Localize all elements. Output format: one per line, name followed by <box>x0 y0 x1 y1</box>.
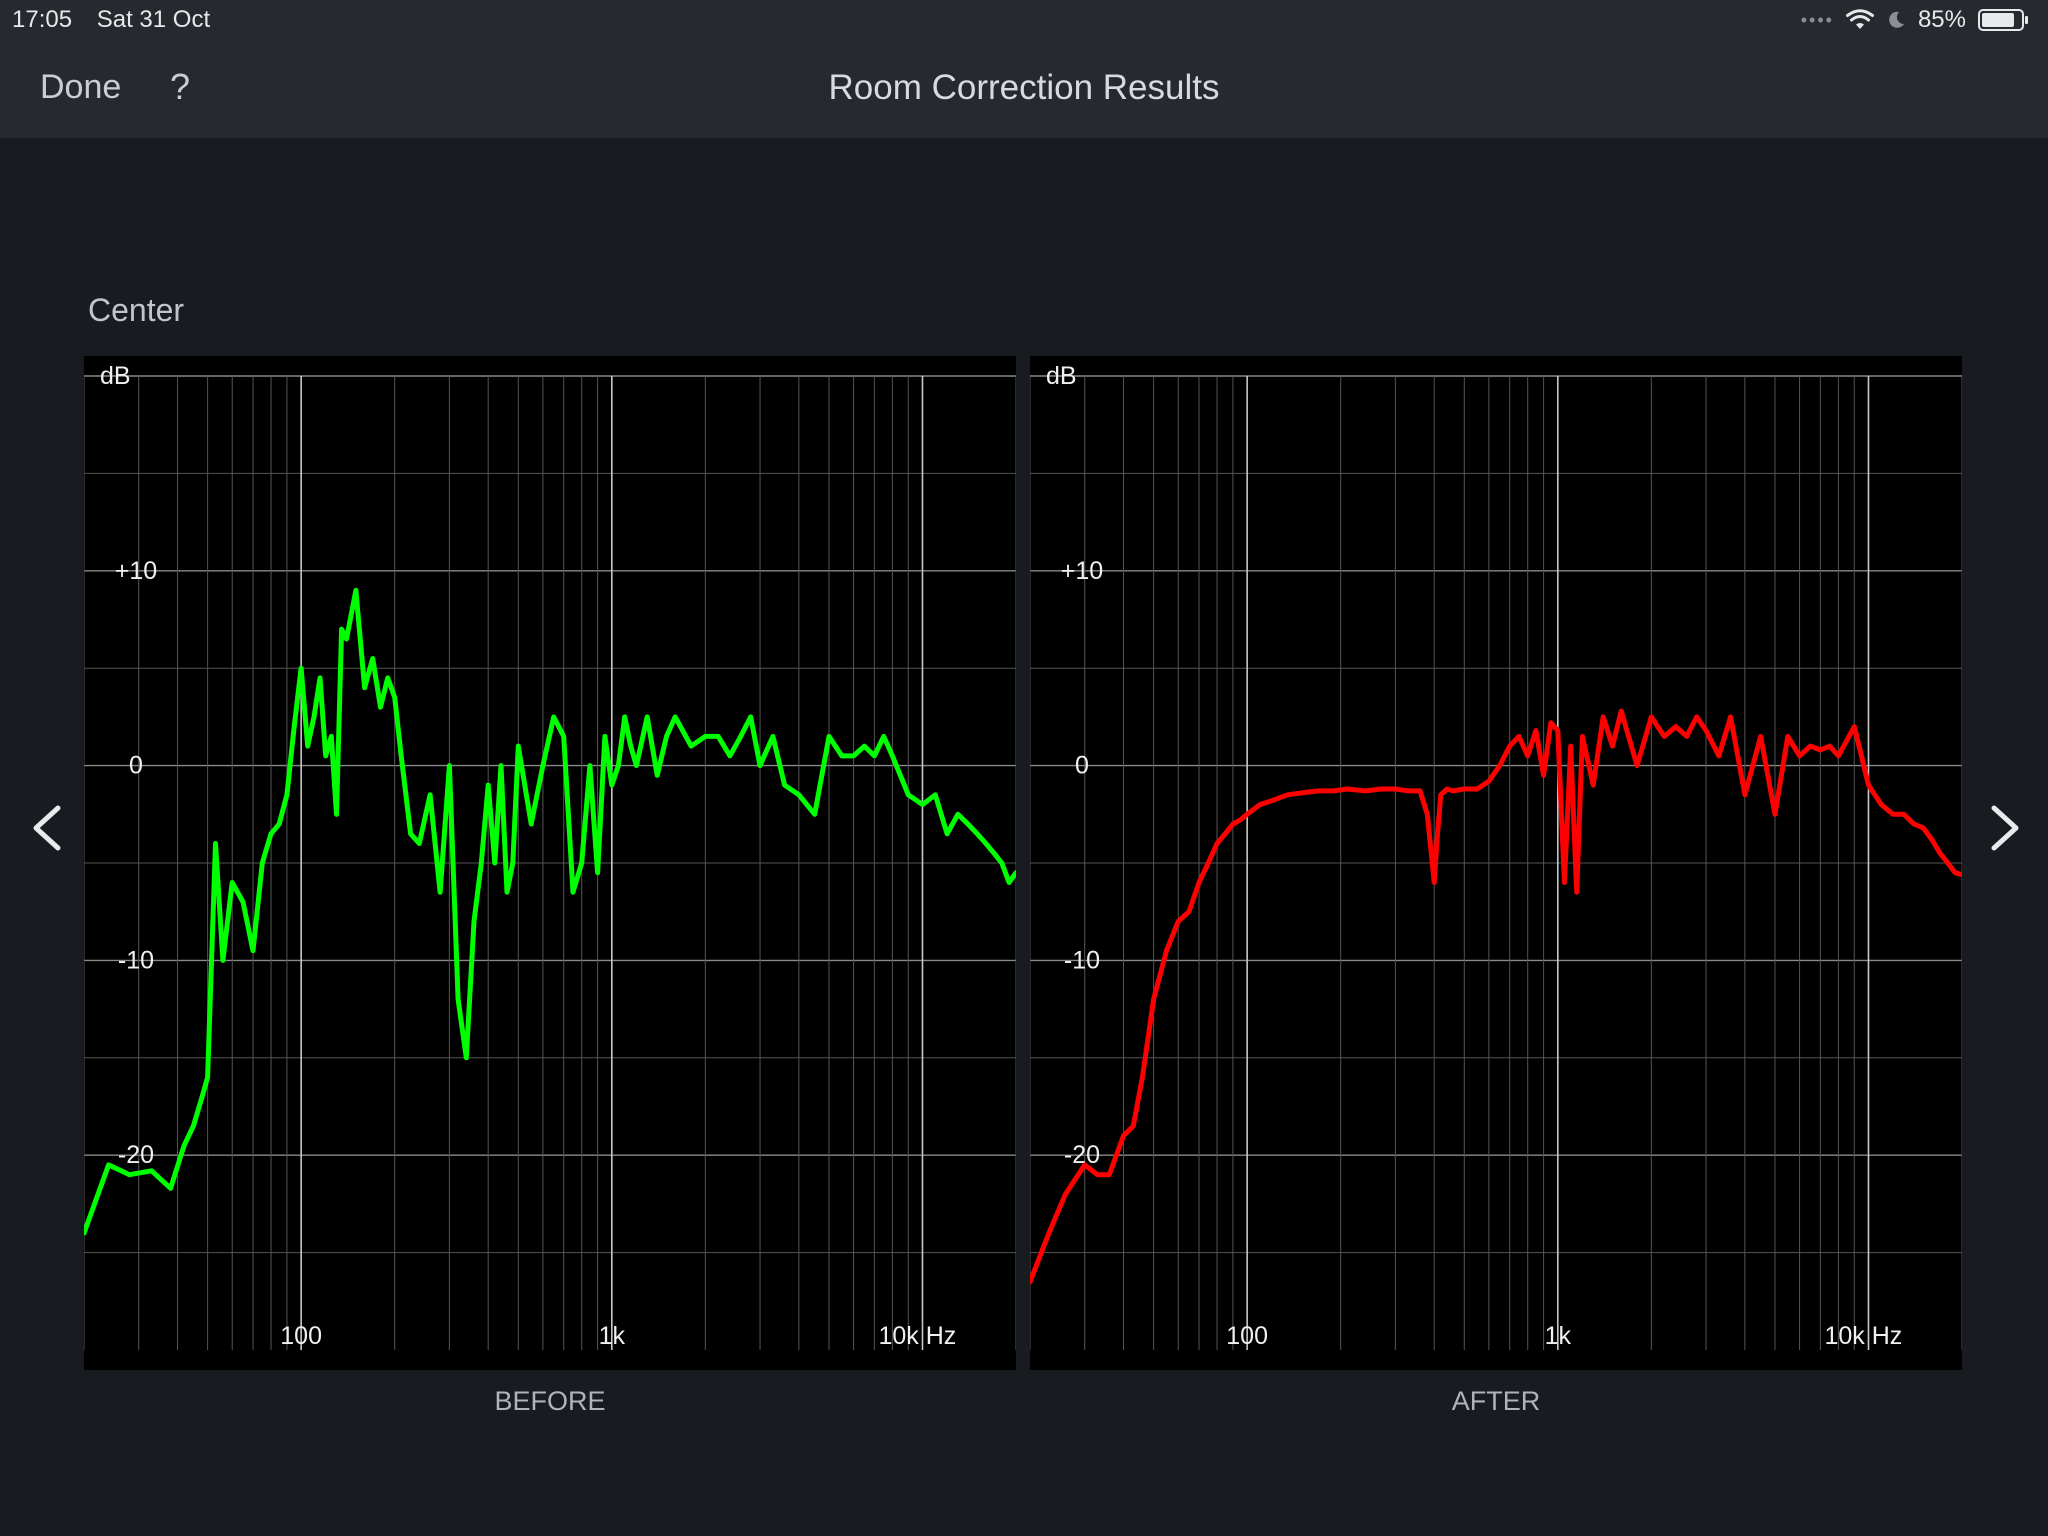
after-grid <box>1030 375 1962 1350</box>
before-ylabel: dB <box>100 362 131 390</box>
done-button[interactable]: Done <box>40 68 122 106</box>
page-title: Room Correction Results <box>828 68 1220 107</box>
before-response-line <box>84 587 1016 1236</box>
battery-icon <box>1978 9 2028 31</box>
after-xtick-label: 1k <box>1545 1322 1572 1350</box>
after-xtick-label: 100 <box>1226 1322 1268 1350</box>
after-chart: dB +10 0 -10 -20 100 1k 10k Hz <box>1030 356 1962 1370</box>
before-chart: dB +10 0 -10 -20 100 1k 10k Hz <box>84 356 1016 1370</box>
before-chart-svg: dB +10 0 -10 -20 100 1k 10k Hz <box>84 362 1016 1350</box>
before-ytick-label: -20 <box>118 1141 154 1169</box>
before-xtick-label: 100 <box>280 1322 322 1350</box>
status-date: Sat 31 Oct <box>96 6 211 33</box>
help-button[interactable]: ? <box>170 66 191 107</box>
after-response-line <box>1030 708 1962 1285</box>
status-right: •••• 85% <box>1800 6 2028 34</box>
after-ytick-label: +10 <box>1061 557 1103 585</box>
after-caption: AFTER <box>1451 1386 1541 1416</box>
moon-icon <box>1889 11 1904 28</box>
before-xtick-label: 10k Hz <box>878 1322 956 1350</box>
after-ytick-label: 0 <box>1075 752 1089 780</box>
battery-fill <box>1982 13 2014 27</box>
after-ytick-label: -10 <box>1064 946 1100 974</box>
after-xtick-label: 10k Hz <box>1824 1322 1902 1350</box>
after-ylabel: dB <box>1046 362 1077 390</box>
chevron-left-icon[interactable] <box>18 798 78 858</box>
nav-bar: Done ? Room Correction Results <box>0 40 2048 139</box>
chevron-right-icon[interactable] <box>1974 798 2034 858</box>
battery-percent: 85% <box>1917 6 1966 33</box>
before-xtick-label: 1k <box>599 1322 626 1350</box>
before-ytick-label: +10 <box>115 557 157 585</box>
before-ytick-label: 0 <box>129 752 143 780</box>
wifi-icon <box>1845 9 1874 29</box>
channel-label: Center <box>88 292 185 328</box>
status-left: 17:05 Sat 31 Oct <box>12 6 228 34</box>
before-ytick-label: -10 <box>118 946 154 974</box>
status-bar: 17:05 Sat 31 Oct •••• 85% <box>0 0 2048 40</box>
signal-dots-icon: •••• <box>1800 9 1834 30</box>
before-grid <box>84 375 1016 1350</box>
before-caption: BEFORE <box>494 1386 606 1416</box>
status-time: 17:05 <box>12 6 73 33</box>
